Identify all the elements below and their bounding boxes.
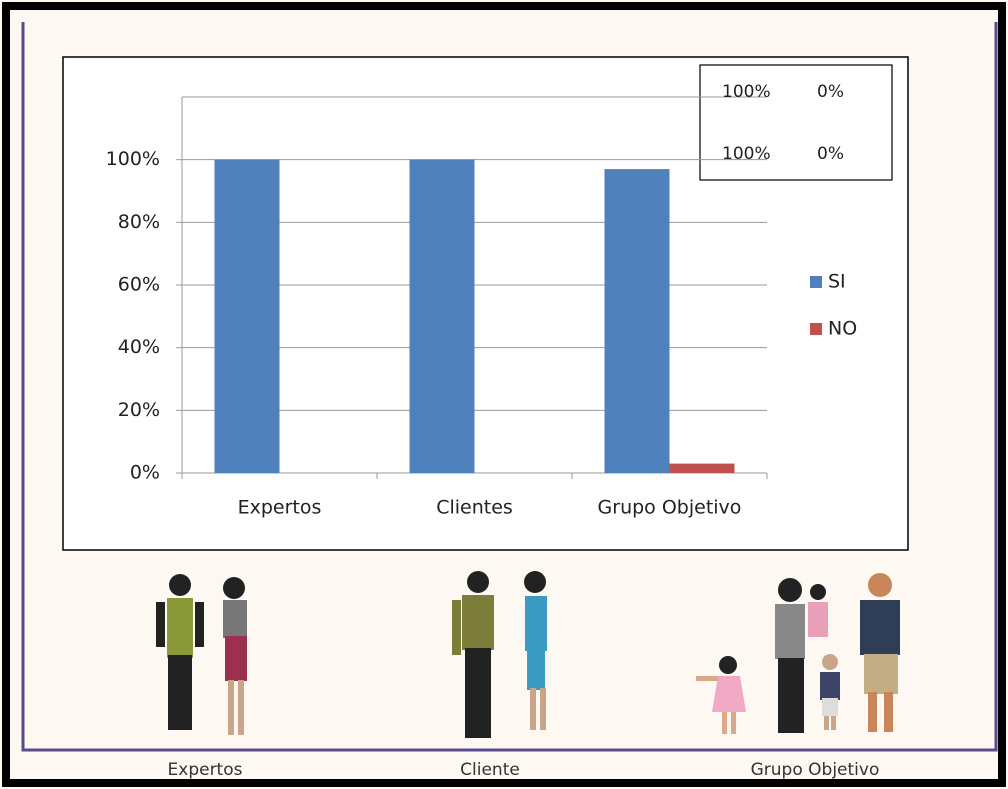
- y-tick-label: 80%: [118, 211, 160, 233]
- bar: [409, 159, 475, 473]
- data-table-cell: 0%: [817, 82, 844, 102]
- bar: [604, 169, 670, 474]
- data-table-box: [699, 64, 893, 181]
- x-tick-label: Expertos: [238, 497, 322, 519]
- y-tick-label: 60%: [118, 274, 160, 296]
- data-table-cell: 0%: [817, 144, 844, 164]
- bar: [669, 463, 735, 473]
- y-tick-label: 100%: [106, 148, 160, 170]
- bar: [214, 159, 280, 473]
- people-illustrations: [156, 571, 900, 738]
- legend-swatch: [810, 323, 822, 335]
- x-tick-label: Grupo Objetivo: [598, 497, 742, 519]
- y-tick-label: 20%: [118, 399, 160, 421]
- y-tick-label: 0%: [130, 462, 160, 484]
- data-table-cell: 100%: [722, 82, 771, 102]
- x-tick-label: Clientes: [436, 497, 513, 519]
- caption: Grupo Objetivo: [751, 760, 880, 780]
- legend-label: NO: [828, 318, 857, 340]
- caption: Expertos: [168, 760, 243, 780]
- inner-frame: [21, 22, 998, 752]
- caption: Cliente: [460, 760, 520, 780]
- data-table-cell: 100%: [722, 144, 771, 164]
- legend-label: SI: [828, 271, 846, 293]
- legend-swatch: [810, 276, 822, 288]
- y-tick-label: 40%: [118, 336, 160, 358]
